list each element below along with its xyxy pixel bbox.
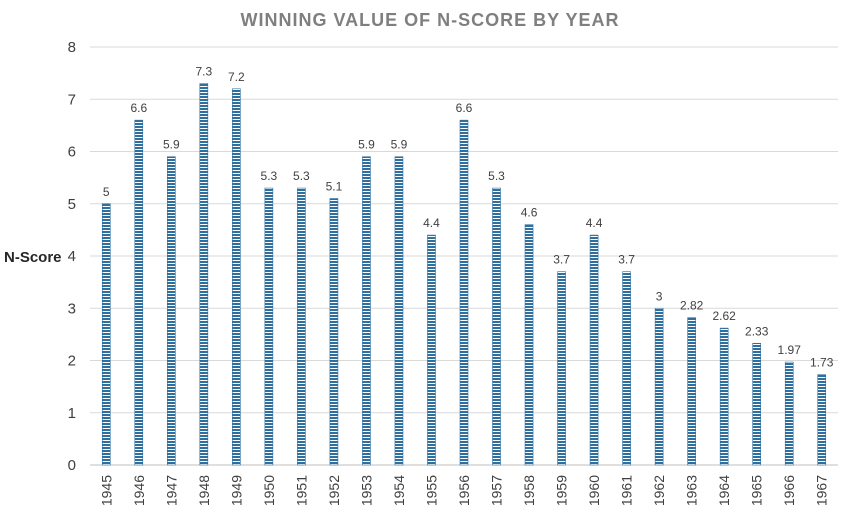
bar-1945 (101, 203, 111, 466)
data-label-1945: 5 (103, 185, 110, 199)
data-label-1963: 2.82 (680, 299, 704, 313)
y-axis-ticks: 0 1 2 3 4 5 6 7 8 (68, 39, 76, 474)
x-tick-label-1962: 1962 (651, 475, 667, 506)
bar-1952 (329, 198, 339, 466)
y-tick-label: 1 (68, 405, 76, 422)
data-label-1951: 5.3 (293, 169, 310, 183)
y-tick-label: 4 (68, 248, 76, 265)
data-label-1954: 5.9 (391, 138, 408, 152)
x-tick-label-1956: 1956 (456, 475, 472, 506)
x-tick-label-1953: 1953 (358, 475, 374, 506)
x-tick-label-1948: 1948 (196, 475, 212, 506)
x-tick-label-1947: 1947 (163, 475, 179, 506)
bar-1949 (232, 88, 241, 466)
y-tick-label: 2 (68, 353, 76, 370)
y-tick-label: 7 (68, 91, 76, 108)
bar-1953 (362, 156, 371, 466)
bar-1962 (654, 307, 664, 466)
data-label-1965: 2.33 (745, 324, 769, 338)
x-tick-label-1967: 1967 (814, 475, 830, 506)
x-axis-ticks: 1945 1946 1947 1948 1949 1950 1951 1952 1953 1954… (98, 475, 829, 506)
bar-1947 (167, 156, 176, 466)
x-tick-label-1957: 1957 (489, 475, 505, 506)
x-tick-label-1946: 1946 (131, 475, 147, 506)
bar-1960 (589, 234, 599, 466)
x-tick-label-1961: 1961 (619, 475, 635, 506)
data-label-1958: 4.6 (521, 206, 538, 220)
data-label-1964: 2.62 (712, 309, 736, 323)
x-tick-label-1960: 1960 (586, 475, 602, 506)
data-label-1956: 6.6 (456, 101, 473, 115)
bar-1963 (687, 317, 696, 466)
data-label-1955: 4.4 (423, 216, 440, 230)
y-tick-label: 3 (68, 300, 76, 317)
x-tick-label-1945: 1945 (98, 475, 114, 506)
x-tick-label-1966: 1966 (781, 475, 797, 506)
chart-title: WINNING VALUE OF N-SCORE BY YEAR (240, 10, 619, 30)
data-label-1961: 3.7 (618, 253, 635, 267)
x-tick-label-1958: 1958 (521, 475, 537, 506)
data-label-1967: 1.73 (810, 356, 834, 370)
data-label-1959: 3.7 (553, 253, 570, 267)
bar-1956 (459, 119, 469, 466)
bar-1966 (784, 361, 794, 466)
bar-1959 (557, 271, 566, 466)
bar-1958 (524, 224, 534, 466)
bar-1964 (719, 327, 729, 466)
bar-1961 (622, 271, 631, 466)
data-labels: 5 6.6 5.9 7.3 7.2 5.3 5.3 5.1 5.9 5.9 4.4 6.6 5.3 4.6… (103, 65, 834, 370)
x-tick-label-1965: 1965 (749, 475, 765, 506)
bar-1957 (492, 187, 501, 466)
x-tick-label-1963: 1963 (684, 475, 700, 506)
data-label-1966: 1.97 (778, 343, 802, 357)
y-tick-label: 5 (68, 196, 76, 213)
x-tick-label-1959: 1959 (554, 475, 570, 506)
x-tick-label-1955: 1955 (423, 475, 439, 506)
data-label-1946: 6.6 (130, 101, 147, 115)
data-label-1962: 3 (656, 289, 663, 303)
data-label-1952: 5.1 (326, 180, 343, 194)
bar-1951 (297, 187, 306, 466)
bar-1965 (752, 342, 761, 466)
data-label-1947: 5.9 (163, 138, 180, 152)
x-tick-label-1951: 1951 (293, 475, 309, 506)
x-tick-label-1964: 1964 (716, 475, 732, 506)
x-tick-label-1950: 1950 (261, 475, 277, 506)
y-tick-label: 0 (68, 457, 76, 474)
bar-1950 (264, 187, 274, 466)
x-tick-label-1952: 1952 (326, 475, 342, 506)
data-label-1953: 5.9 (358, 138, 375, 152)
data-label-1950: 5.3 (261, 169, 278, 183)
bar-1946 (134, 119, 144, 466)
bar-1948 (199, 83, 209, 466)
y-tick-label: 8 (68, 39, 76, 56)
bar-1954 (394, 156, 404, 466)
y-axis-label: N-Score (4, 249, 62, 266)
bar-1967 (817, 374, 827, 466)
bars (101, 83, 827, 466)
x-tick-label-1954: 1954 (391, 475, 407, 506)
data-label-1957: 5.3 (488, 169, 505, 183)
data-label-1948: 7.3 (195, 65, 212, 79)
bar-1955 (427, 234, 436, 466)
x-tick-label-1949: 1949 (228, 475, 244, 506)
data-label-1949: 7.2 (228, 70, 245, 84)
y-tick-label: 6 (68, 144, 76, 161)
data-label-1960: 4.4 (586, 216, 603, 230)
